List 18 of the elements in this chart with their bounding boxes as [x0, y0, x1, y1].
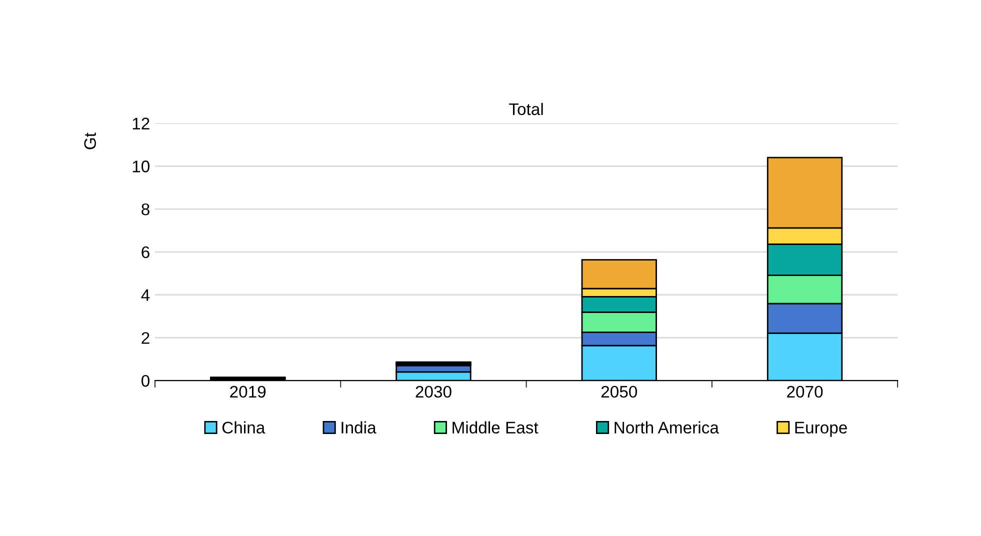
x-tick-label: 2030 — [416, 386, 452, 398]
y-tick-label: 12 — [132, 118, 150, 130]
legend-label: India — [342, 421, 376, 434]
x-tick-label: 2070 — [787, 386, 823, 398]
legend-label: Middle East — [452, 421, 538, 434]
y-tick-label: 4 — [141, 289, 150, 301]
y-tick-label: 8 — [142, 203, 150, 216]
x-tick-label: 2050 — [601, 386, 638, 398]
chart-title: Total — [509, 102, 543, 116]
y-tick-label: 0 — [142, 374, 150, 387]
legend-label: North America — [614, 421, 719, 434]
y-tick-label: 2 — [142, 332, 150, 344]
legend-label: Europe — [795, 422, 847, 437]
y-tick-label: 10 — [132, 160, 150, 172]
legend-label: China — [222, 421, 266, 434]
x-tick-label: 2019 — [230, 386, 266, 398]
y-axis-title: Gt — [84, 132, 96, 150]
y-tick-label: 6 — [142, 246, 150, 258]
